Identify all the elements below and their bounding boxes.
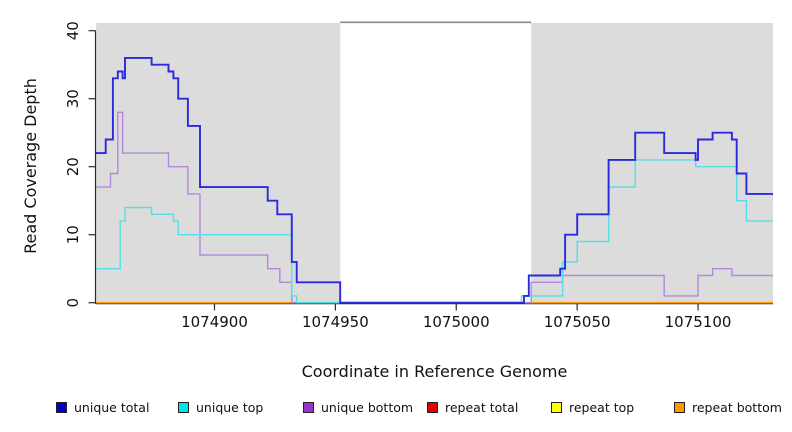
x-axis-title: Coordinate in Reference Genome — [301, 362, 568, 381]
y-tick-label: 30 — [64, 89, 82, 108]
legend: unique total unique top unique bottom repea… — [0, 399, 792, 419]
legend-swatch-unique-top — [178, 401, 189, 413]
y-tick-label: 10 — [64, 225, 82, 244]
coverage-plot: 1074900 1074950 1075000 1075050 1075100 0 10 20… — [64, 21, 773, 331]
y-axis-title: Read Coverage Depth — [21, 78, 40, 254]
legend-swatch-unique-total — [56, 401, 67, 413]
x-tick-label: 1075100 — [665, 313, 732, 331]
legend-item-repeat-total: repeat total — [427, 399, 518, 415]
x-tick-label: 1074900 — [181, 313, 248, 331]
legend-label: unique bottom — [321, 399, 414, 415]
legend-item-unique-top: unique top — [178, 399, 263, 415]
legend-label: repeat bottom — [692, 399, 782, 415]
legend-swatch-unique-bottom — [303, 401, 314, 413]
series-unique-top — [96, 159, 773, 304]
legend-label: unique total — [74, 399, 150, 415]
series-unique-total — [96, 56, 773, 304]
y-tick-label: 40 — [64, 21, 82, 40]
legend-item-repeat-top: repeat top — [551, 399, 634, 415]
legend-swatch-repeat-bottom — [674, 401, 685, 413]
y-tick-label: 20 — [64, 157, 82, 176]
legend-item-repeat-bottom: repeat bottom — [674, 399, 782, 415]
legend-item-unique-bottom: unique bottom — [303, 399, 413, 415]
legend-label: repeat top — [569, 399, 635, 415]
x-tick-label: 1075050 — [544, 313, 611, 331]
y-tick-label: 0 — [64, 298, 82, 308]
legend-swatch-repeat-total — [427, 401, 438, 413]
legend-label: repeat total — [445, 399, 519, 415]
series-unique-bottom — [96, 111, 773, 304]
x-tick-label: 1074950 — [302, 313, 369, 331]
legend-swatch-repeat-top — [551, 401, 562, 413]
right-gray-region — [531, 23, 773, 304]
legend-item-unique-total: unique total — [56, 399, 149, 415]
legend-label: unique top — [196, 399, 264, 415]
left-gray-region — [96, 23, 341, 304]
x-tick-label: 1075000 — [423, 313, 490, 331]
